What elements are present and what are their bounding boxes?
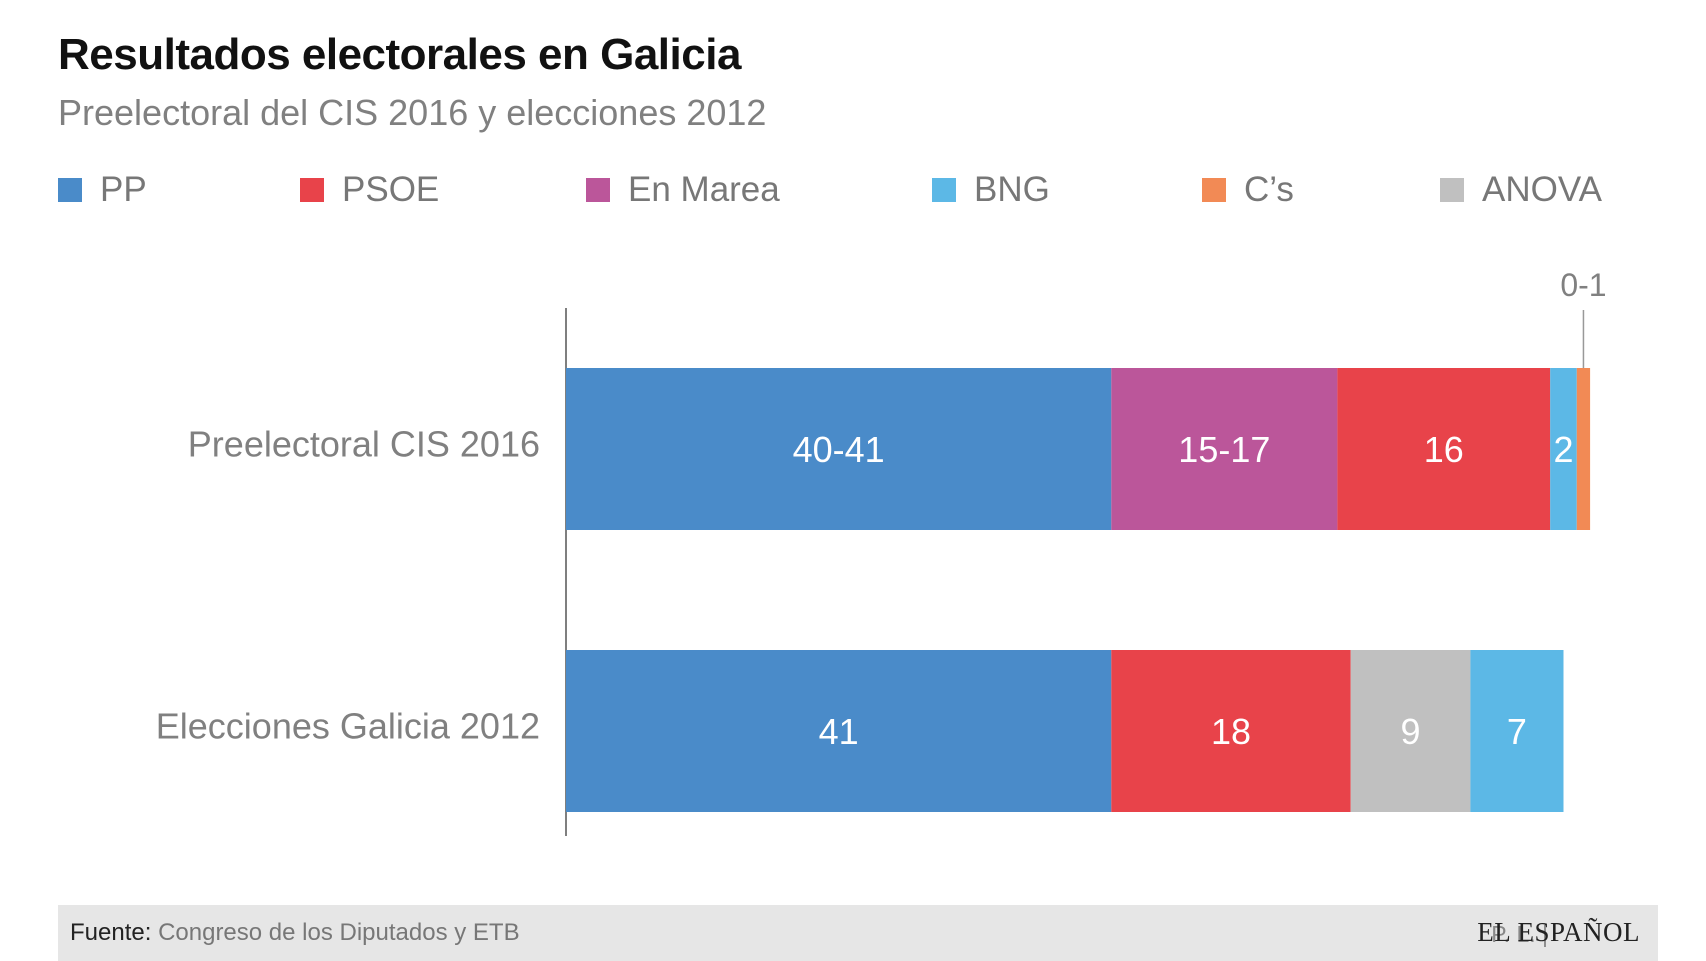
legend: PP PSOE En Marea BNG C’s ANOVA bbox=[58, 170, 1618, 214]
bar-preelectoral-cis-2016-en-marea bbox=[1111, 368, 1338, 530]
legend-item-bng: BNG bbox=[932, 170, 1050, 210]
bar-elecciones-galicia-2012-anova bbox=[1350, 650, 1471, 812]
bar-elecciones-galicia-2012-pp bbox=[566, 650, 1112, 812]
bar-elecciones-galicia-2012-psoe bbox=[1111, 650, 1351, 812]
legend-label-psoe: PSOE bbox=[342, 170, 440, 209]
footer-source-label: Fuente: bbox=[70, 919, 152, 946]
data-label-preelectoral-cis-2016-psoe: 16 bbox=[1424, 429, 1464, 470]
data-label-elecciones-galicia-2012-bng: 7 bbox=[1507, 711, 1527, 752]
stacked-bar-chart: Preelectoral CIS 2016 40-41 15-17 16 2 0-1 Ele… bbox=[156, 267, 1607, 836]
bar-preelectoral-cis-2016-bng bbox=[1550, 368, 1577, 530]
chart-subtitle: Preelectoral del CIS 2016 y elecciones 2… bbox=[58, 92, 767, 133]
legend-swatch-en-marea bbox=[586, 178, 610, 202]
legend-item-en-marea: En Marea bbox=[586, 170, 780, 210]
data-label-preelectoral-cis-2016-pp: 40-41 bbox=[793, 429, 885, 470]
legend-item-pp: PP bbox=[58, 170, 147, 210]
legend-label-pp: PP bbox=[100, 170, 147, 209]
brand-logo: EL ESPAÑOL bbox=[1477, 917, 1640, 947]
bar-preelectoral-cis-2016-psoe bbox=[1337, 368, 1551, 530]
data-label-preelectoral-cis-2016-en-marea: 15-17 bbox=[1178, 429, 1270, 470]
footer-source: Fuente: Congreso de los Diputados y ETB bbox=[70, 919, 520, 947]
data-label-elecciones-galicia-2012-pp: 41 bbox=[819, 711, 859, 752]
footer-source-text: Congreso de los Diputados y ETB bbox=[158, 919, 520, 946]
legend-label-cs: C’s bbox=[1244, 170, 1294, 209]
legend-label-anova: ANOVA bbox=[1482, 170, 1602, 209]
legend-swatch-cs bbox=[1202, 178, 1226, 202]
category-label-preelectoral-cis-2016: Preelectoral CIS 2016 bbox=[188, 424, 540, 465]
category-label-elecciones-galicia-2012: Elecciones Galicia 2012 bbox=[156, 706, 540, 747]
footer: Fuente: Congreso de los Diputados y ETB … bbox=[58, 905, 1658, 961]
legend-item-psoe: PSOE bbox=[300, 170, 439, 210]
legend-item-cs: C’s bbox=[1202, 170, 1294, 210]
legend-label-bng: BNG bbox=[974, 170, 1050, 209]
legend-item-anova: ANOVA bbox=[1440, 170, 1602, 210]
footer-credit: P. L. | bbox=[1491, 921, 1548, 947]
legend-swatch-psoe bbox=[300, 178, 324, 202]
bar-preelectoral-cis-2016-c-s bbox=[1576, 368, 1591, 530]
legend-swatch-pp bbox=[58, 178, 82, 202]
data-label-preelectoral-cis-2016-bng: 2 bbox=[1553, 429, 1573, 470]
legend-swatch-bng bbox=[932, 178, 956, 202]
bar-preelectoral-cis-2016-pp bbox=[566, 368, 1112, 530]
bar-elecciones-galicia-2012-bng bbox=[1470, 650, 1564, 812]
data-label-preelectoral-cis-2016-c-s: 0-1 bbox=[1560, 267, 1606, 303]
data-label-elecciones-galicia-2012-anova: 9 bbox=[1401, 711, 1421, 752]
chart-title: Resultados electorales en Galicia bbox=[58, 30, 741, 79]
legend-swatch-anova bbox=[1440, 178, 1464, 202]
data-label-elecciones-galicia-2012-psoe: 18 bbox=[1211, 711, 1251, 752]
legend-label-en-marea: En Marea bbox=[628, 170, 780, 209]
